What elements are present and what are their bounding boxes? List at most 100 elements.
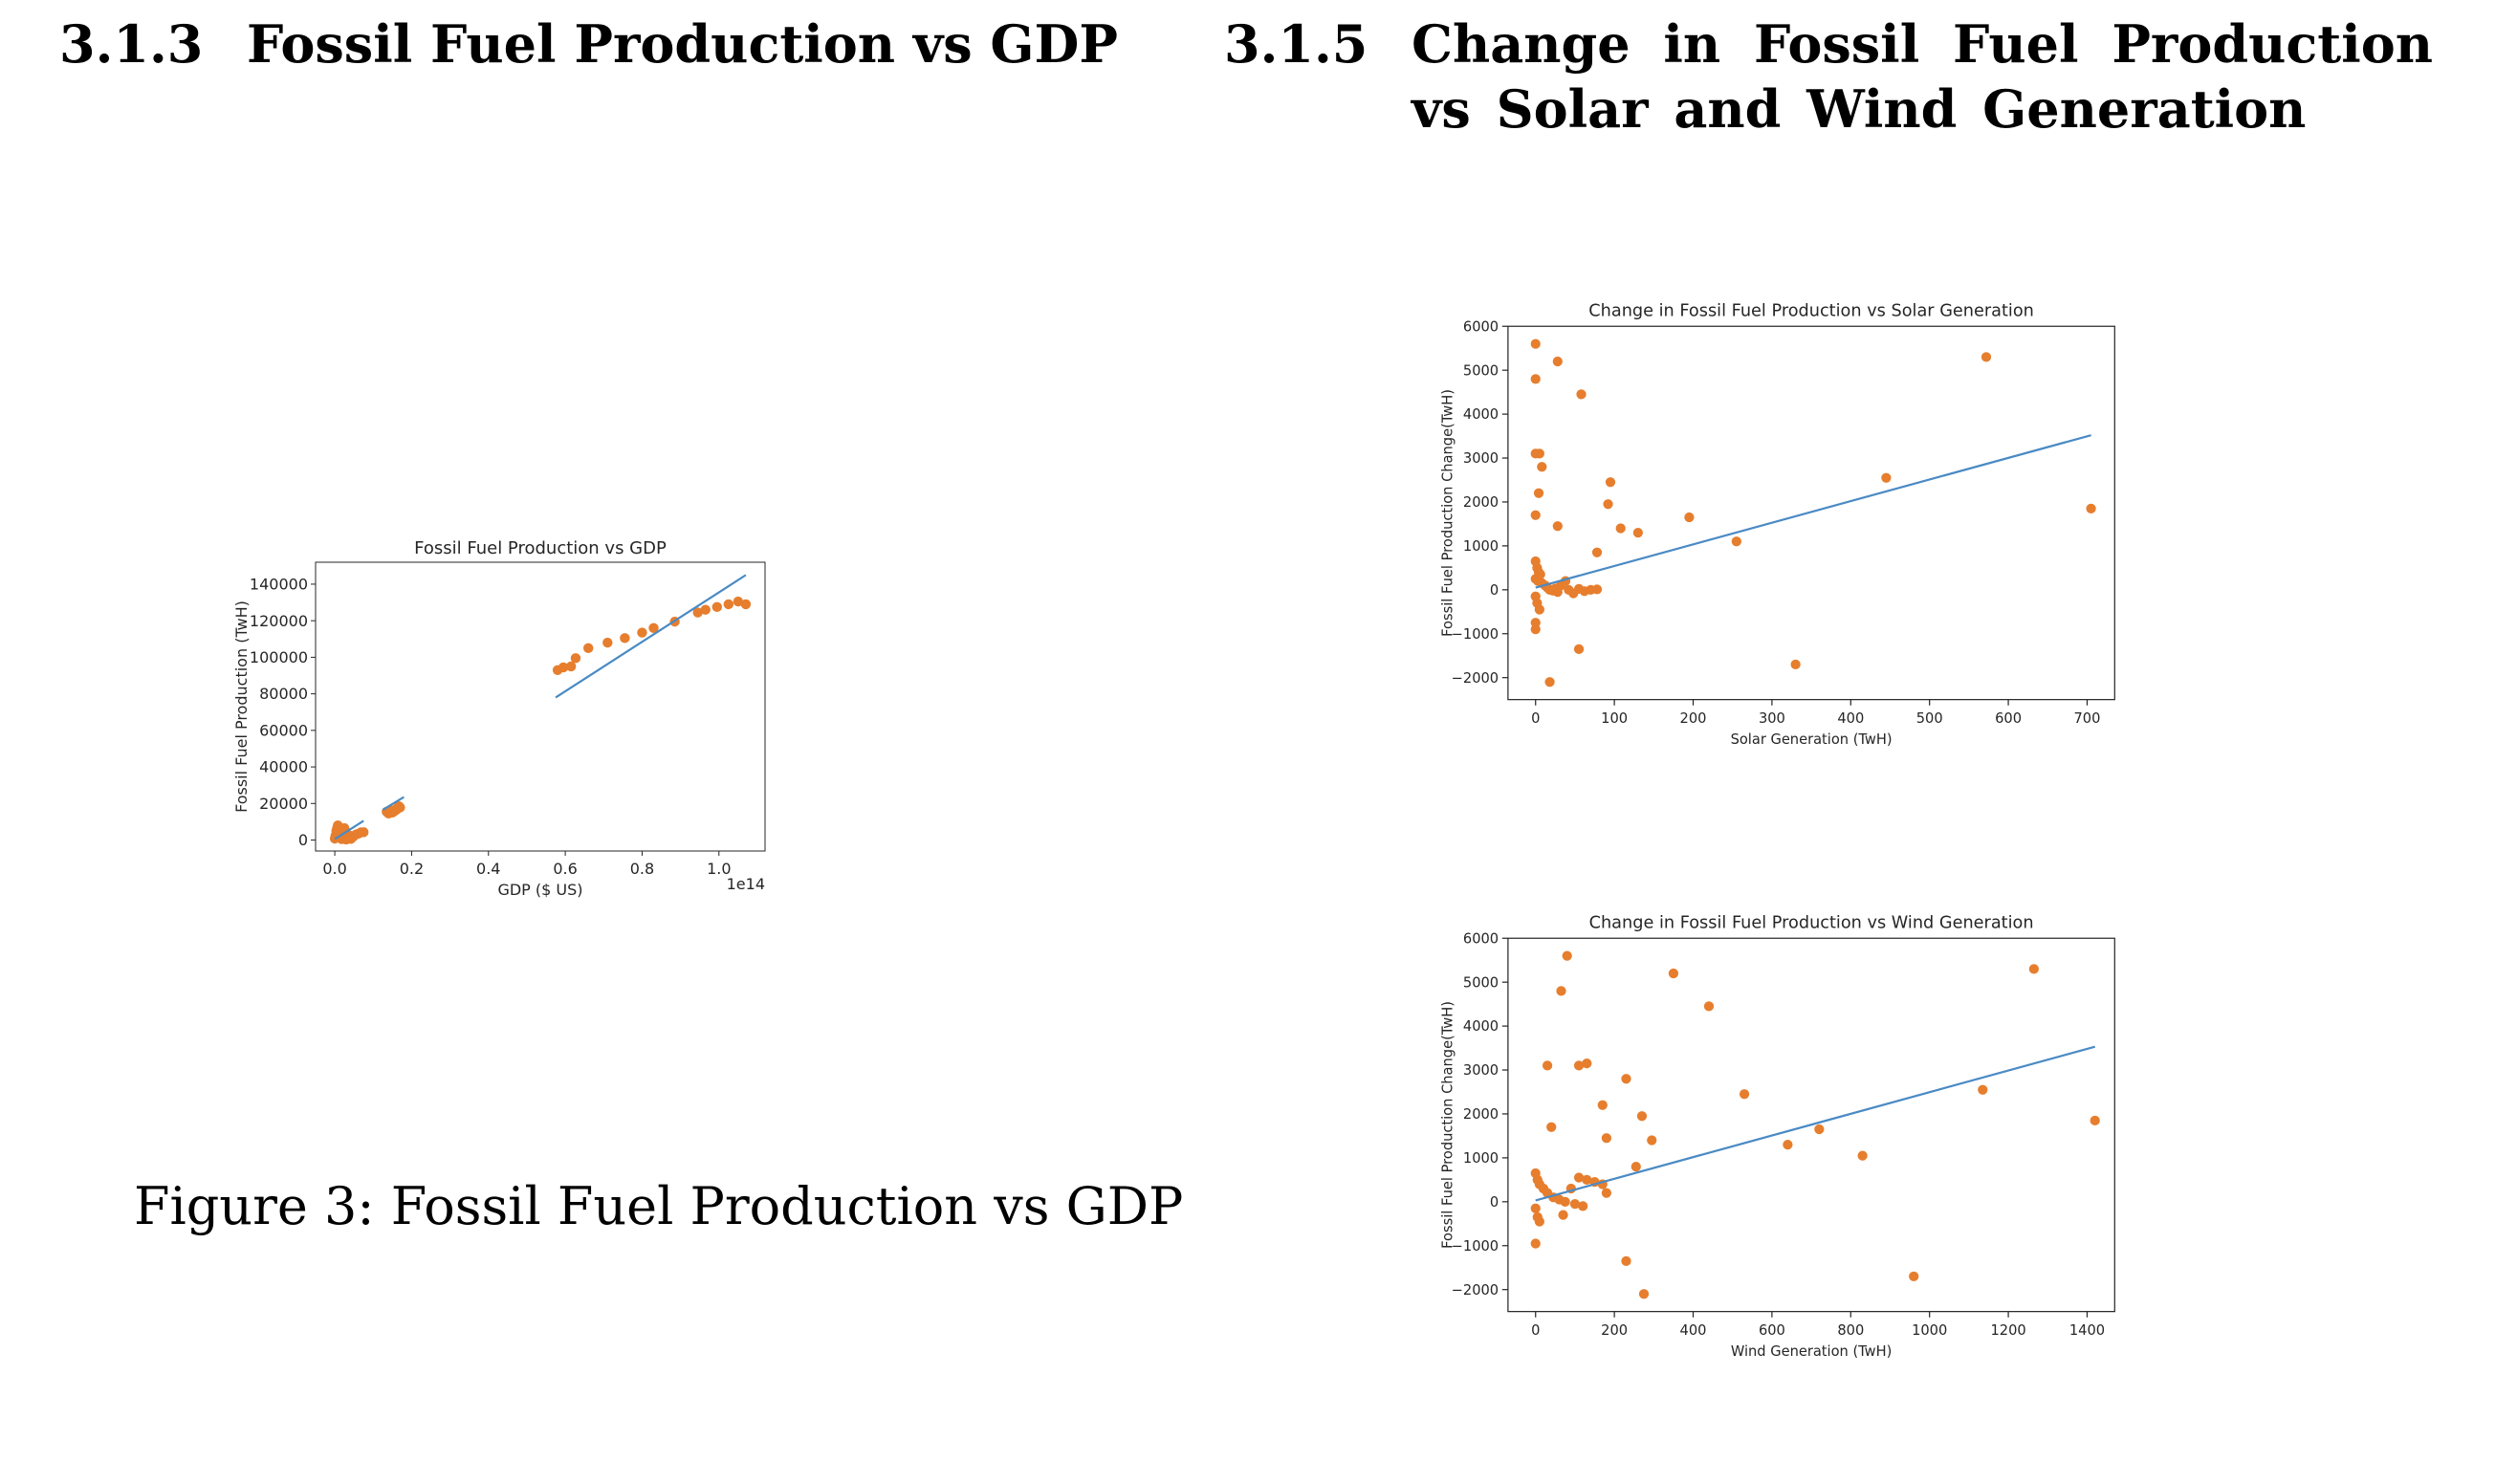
wind-y-tick-label: −1000	[1452, 1238, 1499, 1255]
wind-x-tick-label: 1200	[1990, 1322, 2025, 1339]
wind-data-point	[1909, 1271, 1919, 1282]
wind-data-point	[1631, 1161, 1641, 1172]
solar-y-tick-label: 2000	[1463, 494, 1499, 511]
wind-data-point	[1668, 968, 1679, 979]
gdp-data-point	[359, 827, 369, 838]
wind-x-tick-label: 600	[1759, 1322, 1785, 1339]
gdp-y-tick-label: 100000	[250, 648, 308, 666]
solar-data-point	[1632, 527, 1643, 538]
wind-data-point	[1556, 986, 1566, 996]
wind-x-axis-label: Wind Generation (TwH)	[1731, 1343, 1893, 1360]
wind-data-point	[1573, 1060, 1585, 1071]
gdp-y-tick-label: 120000	[250, 612, 308, 630]
solar-data-point	[1530, 510, 1541, 520]
solar-y-tick-label: 5000	[1463, 362, 1499, 379]
solar-x-tick-label: 500	[1916, 710, 1943, 727]
gdp-data-point	[620, 633, 630, 644]
gdp-plot-group: Fossil Fuel Production vs GDP 0.0 0.2 0.4 0.…	[232, 538, 766, 899]
wind-x-tick-label: 1000	[1912, 1322, 1947, 1339]
gdp-x-tick-label: 1.0	[707, 860, 731, 878]
wind-x-tick-label: 200	[1601, 1322, 1628, 1339]
solar-fit-line	[1535, 434, 2091, 589]
solar-data-point	[1731, 536, 1741, 547]
wind-y-tick-label: 5000	[1463, 974, 1499, 991]
gdp-y-axis-label: Fossil Fuel Production (TwH)	[232, 600, 251, 813]
solar-data-point	[1591, 584, 1603, 595]
gdp-chart: Fossil Fuel Production vs GDP 0.0 0.2 0.4 0.…	[232, 538, 766, 899]
gdp-x-offset-label: 1e14	[727, 875, 765, 893]
solar-data-point	[1881, 472, 1892, 483]
solar-y-tick-label: 6000	[1463, 318, 1499, 335]
figure-caption: Figure 3: Fossil Fuel Production vs GDP	[134, 1176, 1184, 1236]
gdp-data-point	[565, 661, 577, 672]
solar-data-point	[1573, 644, 1585, 654]
gdp-data-point	[692, 607, 703, 618]
gdp-data-point	[583, 643, 594, 654]
solar-x-tick-label: 300	[1759, 710, 1785, 727]
gdp-data-point	[648, 622, 659, 634]
wind-data-point	[2090, 1115, 2100, 1125]
solar-y-axis-label: Fossil Fuel Production Change(TwH)	[1439, 389, 1455, 637]
solar-data-point	[1576, 389, 1587, 400]
solar-data-point	[1790, 659, 1801, 670]
solar-x-tick-label: 100	[1601, 710, 1628, 727]
wind-data-point	[1542, 1060, 1553, 1071]
solar-data-point	[1533, 488, 1544, 498]
gdp-data-point	[395, 802, 405, 813]
solar-data-point	[1605, 477, 1616, 488]
solar-x-tick-label: 200	[1680, 710, 1707, 727]
wind-data-point	[1703, 1001, 1715, 1012]
solar-data-point	[1544, 677, 1555, 687]
section-heading-3-1-5: 3.1.5 Change in Fossil Fuel Production v…	[1224, 11, 2467, 145]
wind-y-tick-label: 4000	[1463, 1018, 1499, 1035]
gdp-y-tick-label: 60000	[259, 721, 308, 739]
solar-data-point	[1537, 462, 1547, 472]
wind-data-point	[1530, 1203, 1541, 1213]
solar-data-point	[1552, 356, 1563, 367]
solar-x-tick-label: 400	[1837, 710, 1864, 727]
gdp-data-point	[602, 637, 613, 648]
wind-y-tick-label: 0	[1490, 1194, 1499, 1211]
gdp-fit-line	[382, 796, 405, 811]
wind-data-point	[1597, 1100, 1608, 1110]
wind-fit-line	[1535, 1045, 2095, 1202]
wind-y-tick-label: 6000	[1463, 930, 1499, 947]
solar-x-tick-label: 0	[1531, 710, 1540, 727]
section-title: Fossil Fuel Production vs GDP	[247, 13, 1118, 75]
solar-chart-title: Change in Fossil Fuel Production vs Sola…	[1588, 301, 2034, 320]
wind-chart-title: Change in Fossil Fuel Production vs Wind…	[1589, 913, 2034, 932]
gdp-y-tick-label: 40000	[259, 758, 308, 776]
wind-data-point	[1573, 1172, 1585, 1183]
gdp-data-point	[637, 627, 647, 638]
wind-data-point	[1978, 1084, 1988, 1095]
gdp-y-tick-label: 140000	[250, 576, 308, 594]
wind-data-point	[1636, 1111, 1648, 1122]
solar-data-point	[1603, 499, 1613, 510]
gdp-y-tick-label: 0	[298, 831, 308, 849]
gdp-y-tick-label: 80000	[259, 685, 308, 703]
gdp-x-tick-label: 0.6	[553, 860, 577, 878]
solar-data-point	[1615, 523, 1626, 534]
solar-x-tick-label: 700	[2074, 710, 2101, 727]
wind-data-point	[1546, 1122, 1557, 1132]
gdp-figure: Fossil Fuel Production vs GDP 0.0 0.2 0.4 0.…	[143, 488, 1100, 1138]
solar-data-point	[1552, 521, 1563, 532]
solar-data-point	[1530, 374, 1541, 384]
wind-data-point	[1857, 1150, 1868, 1161]
wind-data-point	[1578, 1201, 1588, 1211]
solar-chart: Change in Fossil Fuel Production vs Sola…	[1439, 301, 2115, 748]
solar-x-tick-label: 600	[1995, 710, 2022, 727]
gdp-x-tick-label: 0.0	[322, 860, 346, 878]
wind-x-tick-label: 400	[1680, 1322, 1707, 1339]
wind-data-point	[1582, 1174, 1592, 1185]
wind-x-tick-label: 1400	[2069, 1322, 2105, 1339]
gdp-x-axis-label: GDP ($ US)	[497, 881, 582, 899]
solar-data-point	[1684, 512, 1695, 523]
gdp-y-tick-label: 20000	[259, 795, 308, 813]
solar-data-point	[2086, 503, 2096, 513]
solar-y-tick-label: 0	[1490, 582, 1499, 599]
gdp-fit-line	[334, 819, 364, 840]
wind-data-point	[1638, 1289, 1650, 1299]
solar-data-point	[1534, 448, 1544, 459]
wind-data-point	[1601, 1188, 1612, 1198]
